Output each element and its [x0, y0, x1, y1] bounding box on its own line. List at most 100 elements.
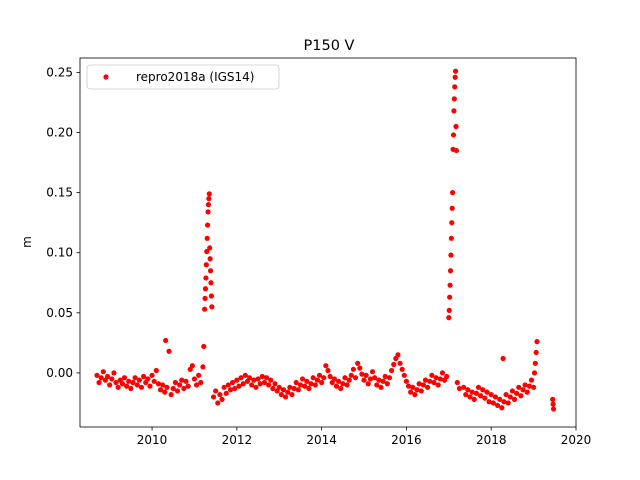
data-point: [302, 383, 308, 389]
data-point: [451, 96, 457, 102]
data-point: [278, 391, 284, 398]
data-point: [451, 108, 457, 114]
data-point: [280, 387, 287, 393]
data-point: [355, 360, 361, 366]
data-point: [177, 382, 183, 388]
data-point: [236, 383, 242, 389]
data-point: [297, 382, 304, 388]
data-point: [550, 406, 557, 412]
data-point: [382, 373, 388, 380]
data-point: [204, 248, 210, 255]
data-point: [429, 372, 435, 378]
data-point: [202, 306, 208, 312]
data-point: [501, 399, 507, 405]
data-point: [367, 376, 373, 382]
data-point: [321, 375, 327, 381]
data-point: [215, 400, 221, 406]
data-point: [494, 402, 501, 408]
data-point: [255, 376, 261, 382]
data-point: [149, 372, 155, 378]
data-point: [270, 385, 276, 392]
data-point: [475, 384, 482, 390]
data-point: [136, 377, 142, 383]
data-point: [331, 376, 337, 382]
data-point: [145, 376, 151, 382]
data-point: [403, 378, 410, 384]
data-point: [453, 68, 459, 74]
data-point: [503, 391, 509, 398]
data-point: [209, 304, 215, 310]
data-point: [121, 375, 128, 381]
data-point: [213, 388, 219, 394]
data-point: [531, 370, 538, 376]
data-points: [94, 68, 557, 412]
data-point: [205, 202, 212, 208]
y-tick-label: 0.15: [46, 186, 73, 200]
data-point: [304, 378, 310, 384]
data-point: [497, 396, 503, 402]
data-point: [157, 387, 164, 393]
data-point: [416, 381, 422, 387]
data-point: [221, 384, 227, 390]
data-point: [514, 390, 520, 396]
data-point: [168, 391, 174, 398]
data-point: [327, 373, 333, 380]
data-point: [473, 390, 479, 396]
data-point: [126, 378, 132, 384]
data-point: [310, 375, 316, 381]
data-point: [427, 378, 433, 384]
data-point: [344, 382, 350, 388]
data-point: [153, 367, 159, 374]
data-point: [500, 355, 506, 362]
data-point: [198, 379, 204, 386]
y-tick-label: 0.20: [46, 126, 73, 140]
data-point: [431, 379, 437, 386]
data-point: [333, 383, 340, 389]
data-point: [128, 385, 134, 392]
data-point: [312, 382, 318, 388]
data-point: [350, 366, 357, 372]
data-point: [134, 382, 140, 388]
data-point: [196, 372, 202, 378]
data-point: [454, 379, 460, 386]
data-point: [124, 383, 130, 389]
data-point: [251, 377, 257, 383]
data-point: [528, 377, 535, 383]
data-point: [488, 391, 494, 398]
data-point: [261, 379, 268, 386]
data-point: [450, 190, 456, 196]
data-point: [210, 394, 217, 400]
data-point: [478, 393, 484, 399]
data-point: [507, 394, 513, 400]
data-point: [461, 384, 467, 390]
data-point: [531, 384, 537, 390]
data-point: [206, 191, 212, 197]
data-point: [361, 377, 367, 383]
data-point: [405, 383, 412, 389]
data-point: [374, 382, 380, 388]
data-point: [450, 132, 457, 138]
data-point: [352, 375, 359, 381]
data-point: [234, 377, 240, 383]
y-tick-label: 0.25: [46, 65, 73, 79]
data-point: [287, 384, 293, 390]
data-point: [203, 262, 209, 268]
legend-marker: [103, 74, 109, 80]
data-point: [319, 379, 325, 386]
data-point: [200, 364, 206, 370]
data-point: [534, 339, 540, 345]
data-point: [453, 123, 459, 130]
data-point: [363, 372, 369, 378]
data-point: [435, 382, 441, 388]
data-point: [433, 375, 439, 381]
x-tick-label: 2012: [222, 433, 253, 447]
data-point: [295, 387, 301, 393]
data-point: [208, 293, 215, 299]
data-point: [391, 361, 397, 368]
data-point: [253, 384, 259, 390]
data-point: [285, 389, 291, 395]
data-point: [202, 286, 209, 292]
data-point: [380, 378, 386, 384]
data-point: [316, 372, 323, 378]
